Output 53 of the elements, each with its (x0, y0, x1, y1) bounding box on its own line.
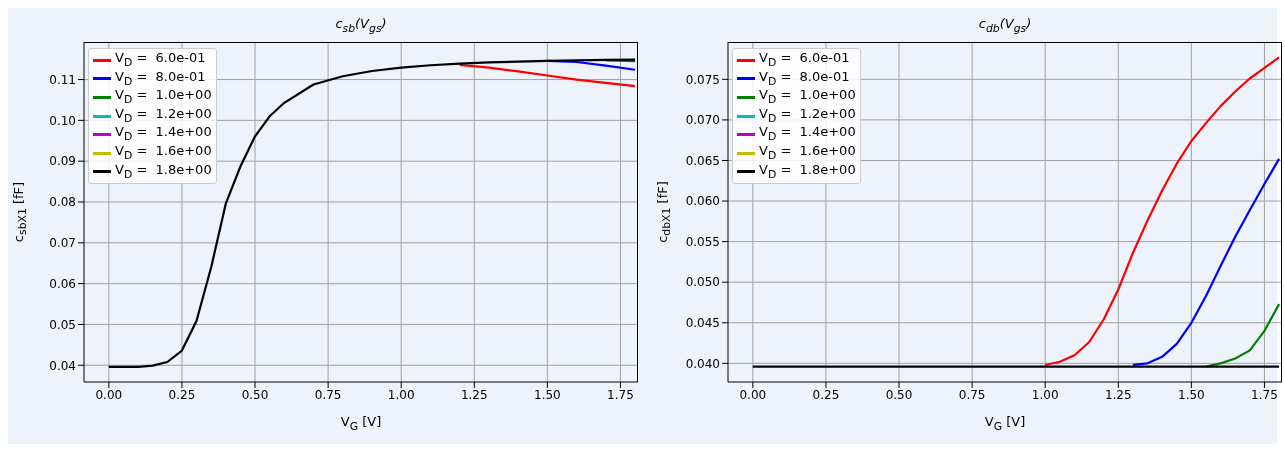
line-series (1044, 56, 1281, 367)
y-tick-label: 0.08 (49, 195, 76, 210)
x-axis-title: V$_{G}$ [V] (984, 414, 1026, 433)
legend-label: V$_{D}$ = 1.0e+00 (759, 87, 856, 107)
x-tick-label: 1.75 (1251, 387, 1278, 402)
legend-label: V$_{D}$ = 8.0e-01 (115, 68, 206, 89)
legend-label: V$_{D}$ = 1.2e+00 (759, 105, 856, 126)
x-tick-label: 1.50 (534, 387, 561, 402)
chart-title: c$_{db}$(V$_{gs}$) (978, 16, 1032, 35)
legend-label: V$_{D}$ = 8.0e-01 (759, 68, 850, 89)
y-tick-label: 0.050 (685, 275, 720, 290)
y-tick-label: 0.065 (685, 153, 720, 168)
y-tick-label: 0.09 (49, 154, 76, 169)
y-tick-label: 0.060 (685, 194, 720, 209)
x-tick-label: 1.25 (460, 387, 488, 402)
y-tick-label: 0.05 (49, 317, 76, 332)
y-tick-label: 0.075 (685, 72, 720, 87)
x-tick-label: 1.25 (1104, 387, 1132, 402)
x-tick-label: 0.75 (958, 387, 986, 402)
x-tick-label: 0.50 (885, 387, 913, 402)
x-tick-label: 1.00 (387, 387, 415, 402)
legend-label: V$_{D}$ = 1.6e+00 (115, 142, 212, 163)
y-tick-label: 0.045 (685, 316, 720, 331)
x-tick-label: 1.50 (1178, 387, 1205, 402)
y-tick-label: 0.055 (685, 234, 720, 249)
y-tick-label: 0.07 (49, 236, 76, 251)
y-tick-label: 0.04 (49, 358, 76, 373)
x-tick-label: 0.50 (241, 387, 269, 402)
x-tick-label: 0.75 (314, 387, 342, 402)
legend-label: V$_{D}$ = 1.6e+00 (759, 142, 856, 163)
x-tick-label: 0.25 (168, 387, 196, 402)
y-tick-label: 0.06 (49, 276, 76, 291)
y-tick-label: 0.070 (685, 113, 720, 128)
legend-label: V$_{D}$ = 1.8e+00 (759, 161, 856, 182)
x-tick-label: 0.00 (739, 387, 767, 402)
legend-label: V$_{D}$ = 1.8e+00 (115, 161, 212, 182)
y-tick-label: 0.10 (49, 113, 76, 128)
legend-label: V$_{D}$ = 1.4e+00 (759, 124, 856, 144)
y-tick-label: 0.11 (49, 72, 76, 87)
legend-label: V$_{D}$ = 6.0e-01 (115, 50, 206, 70)
legend-label: V$_{D}$ = 1.0e+00 (115, 87, 212, 107)
line-series (1131, 157, 1281, 367)
x-tick-label: 1.00 (1031, 387, 1059, 402)
legend-label: V$_{D}$ = 1.4e+00 (115, 124, 212, 144)
x-tick-label: 1.75 (607, 387, 634, 402)
legend-label: V$_{D}$ = 6.0e-01 (759, 50, 850, 70)
x-tick-label: 0.25 (812, 387, 840, 402)
legend-label: V$_{D}$ = 1.2e+00 (115, 105, 212, 126)
line-series (458, 63, 637, 88)
x-tick-label: 0.00 (95, 387, 123, 402)
x-axis-title: V$_{G}$ [V] (340, 414, 382, 433)
chart-title: c$_{sb}$(V$_{gs}$) (335, 16, 387, 35)
y-tick-label: 0.040 (685, 356, 720, 371)
